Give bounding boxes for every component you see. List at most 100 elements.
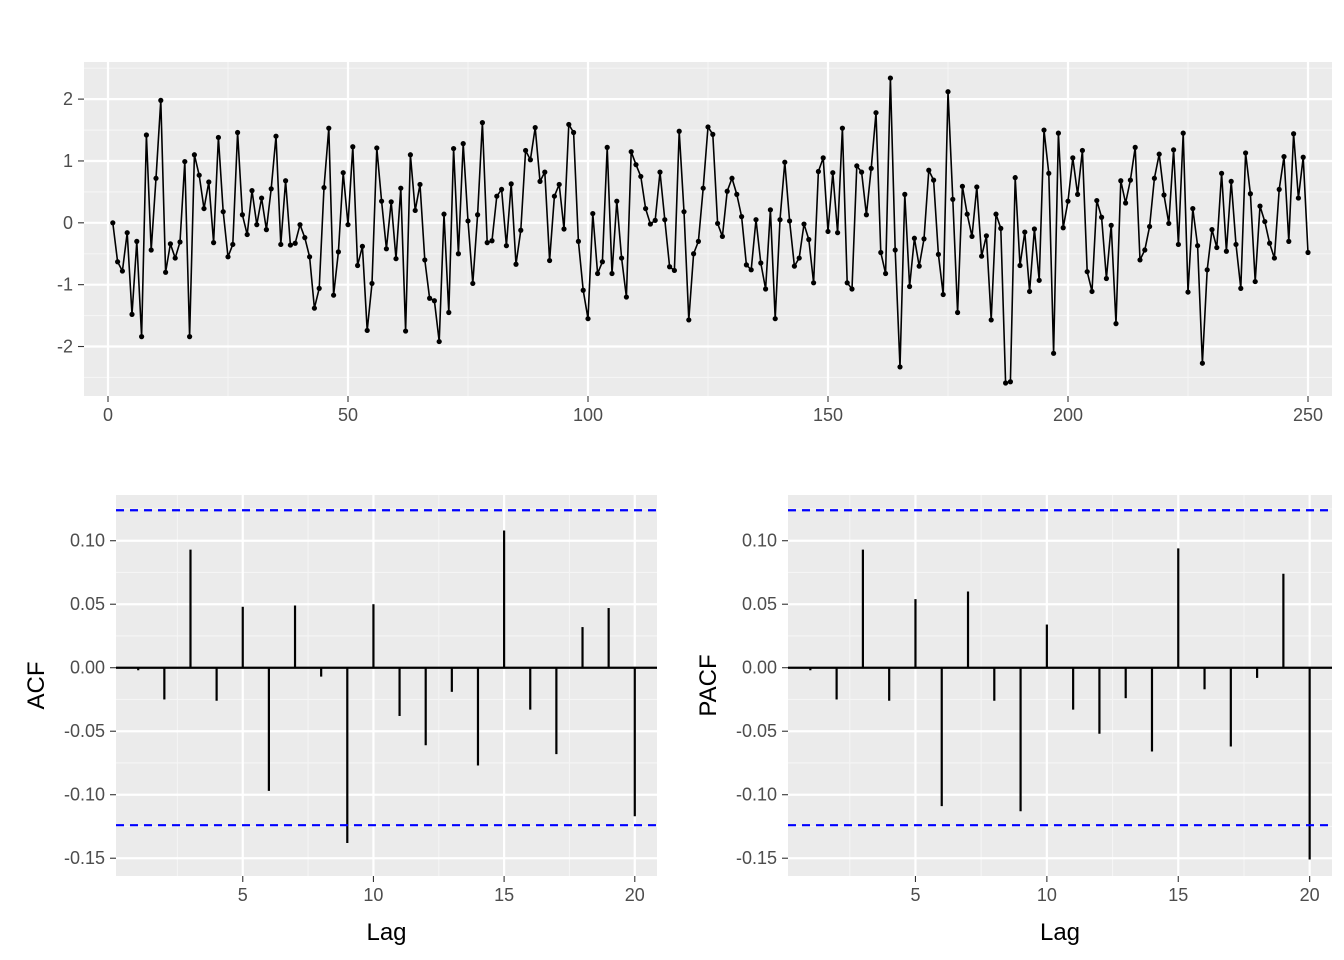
ts-x-tick-label: 200: [1053, 405, 1083, 425]
time-series-point: [609, 270, 615, 277]
time-series-point: [331, 292, 337, 298]
time-series-point: [671, 267, 678, 274]
time-series-point: [897, 364, 903, 370]
acf-x-tick-label: 10: [363, 885, 383, 905]
time-series-point: [417, 181, 423, 188]
time-series-point: [335, 249, 341, 255]
time-series-point: [292, 240, 298, 246]
time-series-point: [743, 262, 750, 268]
pacf-y-tick-label: -0.10: [736, 785, 777, 805]
time-series-point: [134, 238, 140, 244]
time-series-point: [1300, 154, 1306, 160]
time-series-point: [364, 327, 370, 334]
time-series-point: [1099, 214, 1105, 220]
time-series-point: [643, 205, 649, 212]
time-series-point: [1291, 131, 1297, 137]
time-series-point: [1175, 241, 1181, 248]
time-series-point: [139, 334, 145, 340]
time-series-point: [710, 131, 716, 137]
time-series-point: [119, 268, 125, 274]
time-series-point: [220, 209, 226, 215]
time-series-point: [1027, 288, 1033, 295]
time-series-point: [110, 220, 116, 226]
time-series-point: [230, 241, 236, 248]
time-series-point: [431, 298, 437, 304]
time-series-point: [311, 305, 317, 311]
time-series-point: [283, 178, 289, 184]
time-series-point: [1267, 240, 1273, 246]
time-series-point: [1247, 191, 1253, 197]
time-series-point: [1118, 178, 1124, 184]
time-series-y-ticks: -2 -1 0 1 2: [57, 89, 84, 357]
time-series-point: [359, 243, 365, 249]
time-series-point: [652, 217, 658, 223]
time-series-point: [1003, 380, 1009, 386]
time-series-point: [604, 144, 610, 150]
time-series-point: [1262, 218, 1268, 225]
time-series-point: [201, 205, 207, 212]
ts-x-tick-label: 150: [813, 405, 843, 425]
time-series-point: [297, 222, 303, 228]
time-series-point: [302, 235, 308, 241]
time-series-point: [355, 262, 361, 269]
ts-x-tick-label: 0: [103, 405, 113, 425]
time-series-point: [1123, 200, 1129, 206]
time-series-point: [993, 211, 999, 217]
time-series-point: [868, 165, 874, 171]
acf-y-tick-label: -0.15: [64, 848, 105, 868]
time-series-point: [931, 177, 937, 183]
time-series-point: [167, 241, 173, 247]
time-series-point: [998, 225, 1004, 231]
time-series-point: [782, 159, 788, 165]
time-series-point: [959, 183, 966, 189]
time-series-point: [820, 155, 826, 161]
time-series-point: [1094, 197, 1100, 204]
time-series-point: [196, 172, 202, 178]
time-series-point: [398, 185, 404, 191]
time-series-point: [551, 193, 558, 199]
time-series-point: [422, 257, 428, 263]
time-series-point: [1233, 241, 1239, 248]
pacf-x-axis-title: Lag: [1040, 919, 1080, 946]
time-series-point: [647, 221, 654, 227]
time-series-point: [1156, 151, 1162, 157]
acf-y-tick-label: 0.05: [70, 594, 105, 614]
pacf-y-tick-label: 0.00: [742, 658, 777, 678]
time-series-point: [1257, 203, 1263, 209]
time-series-point: [724, 188, 730, 194]
time-series-point: [1243, 150, 1249, 156]
time-series-point: [1137, 257, 1143, 263]
time-series-point: [911, 235, 918, 241]
time-series-gridlines: [84, 62, 1332, 396]
time-series-point: [883, 270, 889, 277]
time-series-point: [595, 270, 601, 277]
time-series-point: [446, 309, 452, 316]
time-series-point: [614, 198, 620, 204]
time-series-point: [268, 186, 274, 192]
acf-x-tick-label: 20: [625, 885, 645, 905]
time-series-point: [326, 125, 332, 131]
ts-x-tick-label: 250: [1293, 405, 1323, 425]
acf-y-axis-title: ACF: [23, 662, 50, 710]
time-series-point: [153, 175, 159, 181]
time-series-point: [163, 269, 169, 275]
time-series-point: [412, 207, 418, 214]
time-series-point: [1036, 277, 1042, 283]
time-series-point: [547, 257, 553, 264]
time-series-point: [556, 181, 562, 188]
time-series-point: [1142, 247, 1148, 253]
time-series-point: [1051, 350, 1057, 356]
time-series-point: [403, 328, 409, 334]
time-series-point: [1219, 170, 1225, 176]
time-series-path: [112, 77, 1309, 384]
time-series-point: [734, 191, 740, 197]
time-series-point: [1271, 255, 1277, 261]
time-series-point: [1089, 288, 1095, 295]
time-series-point: [964, 211, 970, 217]
time-series-point: [143, 132, 149, 138]
time-series-x-ticks: 0 50 100 150 200 250: [103, 396, 1323, 425]
time-series-point: [887, 75, 894, 81]
acf-y-tick-label: 0.00: [70, 658, 105, 678]
time-series-point: [974, 184, 980, 190]
time-series-point: [508, 181, 514, 187]
